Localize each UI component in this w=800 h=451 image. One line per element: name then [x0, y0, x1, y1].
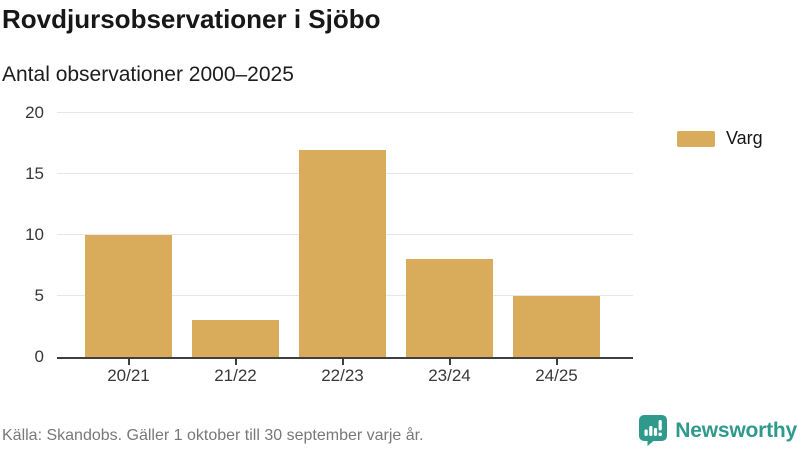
plot-area — [57, 112, 633, 359]
brand-name: Newsworthy — [675, 418, 797, 442]
bar-21/22 — [192, 320, 279, 357]
y-tick-label-0: 0 — [34, 347, 44, 366]
bar-23/24 — [406, 259, 493, 357]
x-tick-label-21/22: 21/22 — [214, 366, 257, 385]
x-tick-24/25 — [555, 359, 558, 365]
bar-22/23 — [299, 149, 386, 357]
source-note: Källa: Skandobs. Gäller 1 oktober till 3… — [2, 427, 424, 444]
x-tick-label-24/25: 24/25 — [535, 366, 578, 385]
gridline-y20 — [57, 112, 633, 113]
legend: Varg — [677, 128, 763, 149]
bar-24/25 — [513, 296, 600, 357]
x-tick-23/24 — [448, 359, 451, 365]
y-tick-label-15: 15 — [25, 164, 44, 183]
chart-subtitle: Antal observationer 2000–2025 — [2, 63, 294, 86]
legend-label-varg: Varg — [726, 128, 763, 148]
x-tick-21/22 — [234, 359, 237, 365]
newsworthy-icon — [639, 415, 668, 446]
x-tick-label-23/24: 23/24 — [428, 366, 471, 385]
y-tick-label-20: 20 — [25, 103, 44, 122]
y-tick-label-5: 5 — [34, 286, 44, 305]
x-tick-label-22/23: 22/23 — [321, 366, 364, 385]
bar-20/21 — [85, 235, 172, 357]
x-tick-22/23 — [341, 359, 344, 365]
y-tick-label-10: 10 — [25, 225, 44, 244]
newsworthy-logo: Newsworthy — [639, 415, 797, 446]
chart-title: Rovdjursobservationer i Sjöbo — [2, 4, 381, 34]
x-tick-20/21 — [127, 359, 130, 365]
legend-swatch-varg — [677, 130, 715, 147]
x-tick-label-20/21: 20/21 — [107, 366, 150, 385]
